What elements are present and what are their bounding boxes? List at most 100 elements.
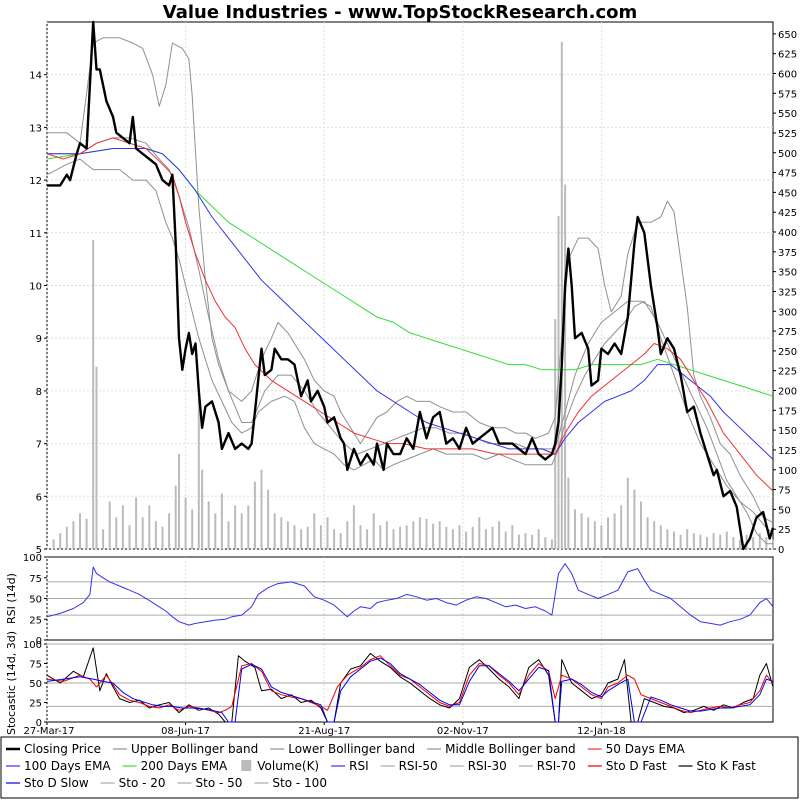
volume-bar [65, 526, 68, 549]
x-tick-label: 08-Jun-17 [161, 726, 210, 737]
volume-bar [399, 526, 402, 549]
volume-bar [659, 525, 662, 549]
volume-bar [372, 513, 375, 549]
volume-bar [620, 505, 623, 549]
legend: Closing Price Upper Bollinger band Lower B… [0, 736, 799, 799]
volume-bar [247, 505, 250, 549]
volume-bar [108, 501, 111, 549]
volume-bar [758, 533, 761, 549]
volume-bar [359, 525, 362, 549]
volume-bar [732, 537, 735, 549]
volume-bar [220, 493, 223, 549]
volume-bar [418, 517, 421, 549]
volume-bar [445, 526, 448, 549]
volume-bar [79, 513, 81, 549]
volume-tick-label: 125 [778, 446, 797, 457]
volume-bar [600, 525, 603, 549]
y-tick-label: 7 [36, 440, 42, 451]
legend-item-label: Volume(K) [257, 759, 319, 773]
volume-bar [135, 497, 138, 549]
volume-bar [564, 184, 567, 549]
volume-bar [471, 526, 474, 549]
volume-bar [653, 521, 656, 549]
volume-bar [567, 477, 570, 549]
volume-tick-label: 100 [778, 466, 797, 477]
volume-tick-label: 250 [778, 347, 797, 358]
volume-bar [425, 518, 428, 549]
legend-item-label: Lower Bollinger band [288, 742, 415, 756]
volume-bar [666, 529, 669, 549]
volume-tick-label: 525 [778, 129, 797, 140]
volume-bar [121, 505, 124, 549]
volume-bar [52, 539, 55, 549]
volume-bar [253, 481, 256, 549]
stochastic-panel: 0 25 50 75 100 Stocastic (14d, 3d) 27-Mar-17 08… [5, 631, 774, 737]
volume-bar [554, 319, 557, 549]
volume-tick-label: 200 [778, 387, 797, 398]
volume-bar [178, 453, 180, 549]
volume-bar [484, 529, 487, 549]
volume-bar [184, 497, 187, 549]
chart-title: Value Industries - www.TopStockResearch.… [163, 2, 637, 23]
volume-bar [280, 517, 283, 549]
volume-tick-label: 50 [778, 505, 791, 516]
y-tick-label: 6 [36, 492, 42, 503]
rsi-y-tick-label: 25 [29, 615, 42, 626]
legend-item-label: Sto - 20 [119, 776, 166, 790]
legend-box [0, 736, 799, 799]
volume-bar [544, 537, 547, 549]
volume-bar [725, 531, 728, 549]
volume-bar [550, 539, 553, 549]
volume-bar [640, 501, 642, 549]
volume-bar [517, 534, 520, 549]
volume-bar [772, 539, 774, 549]
volume-tick-label: 275 [778, 327, 797, 338]
volume-bar [613, 513, 616, 549]
volume-bar [458, 525, 461, 549]
volume-bar [706, 537, 708, 549]
volume-bar [201, 469, 204, 549]
volume-tick-label: 425 [778, 208, 797, 219]
volume-bar [531, 534, 534, 549]
volume-bar [191, 509, 194, 549]
volume-bar [313, 513, 316, 549]
volume-bar [686, 529, 689, 549]
volume-bar [234, 505, 237, 549]
volume-bar [174, 485, 177, 549]
volume-tick-label: 475 [778, 169, 797, 180]
volume-tick-label: 450 [778, 188, 797, 199]
y-tick-label: 12 [29, 176, 42, 187]
volume-bar [498, 521, 501, 549]
volume-bar [197, 394, 200, 549]
x-tick-label: 21-Aug-17 [298, 726, 350, 737]
volume-tick-label: 650 [778, 30, 797, 41]
volume-tick-label: 300 [778, 307, 797, 318]
legend-item-label: Sto - 100 [272, 776, 327, 790]
sto-line-sto-d-fast [46, 655, 774, 714]
sto-y-tick-label: 0 [36, 718, 42, 729]
legend-item-label: 50 Days EMA [606, 742, 686, 756]
volume-bar [752, 537, 755, 549]
stochastic-axis-label: Stocastic (14d, 3d) [5, 631, 18, 735]
volume-bar [72, 521, 75, 549]
volume-bar [95, 366, 98, 549]
volume-bar [85, 518, 88, 549]
volume-bar [300, 529, 303, 549]
y-tick-label: 9 [36, 334, 42, 345]
volume-bar [574, 509, 576, 549]
series-line-lower-bollinger-band [46, 158, 773, 545]
volume-bar [148, 505, 151, 549]
volume-bar [227, 521, 230, 549]
volume-bar [214, 513, 217, 549]
series-line-closing-price [47, 20, 775, 551]
rsi-panel: 0 25 50 75 100 RSI (14d) [5, 553, 774, 647]
volume-bar [273, 513, 276, 549]
series-line-200-days-ema [46, 148, 774, 397]
legend-item-label: Sto K Fast [697, 759, 757, 773]
sto-y-tick-label: 100 [23, 640, 42, 651]
legend-item-label: 200 Days EMA [141, 759, 228, 773]
volume-bar [607, 517, 609, 549]
legend-item-label: RSI-50 [399, 759, 438, 773]
volume-bar [319, 525, 322, 549]
